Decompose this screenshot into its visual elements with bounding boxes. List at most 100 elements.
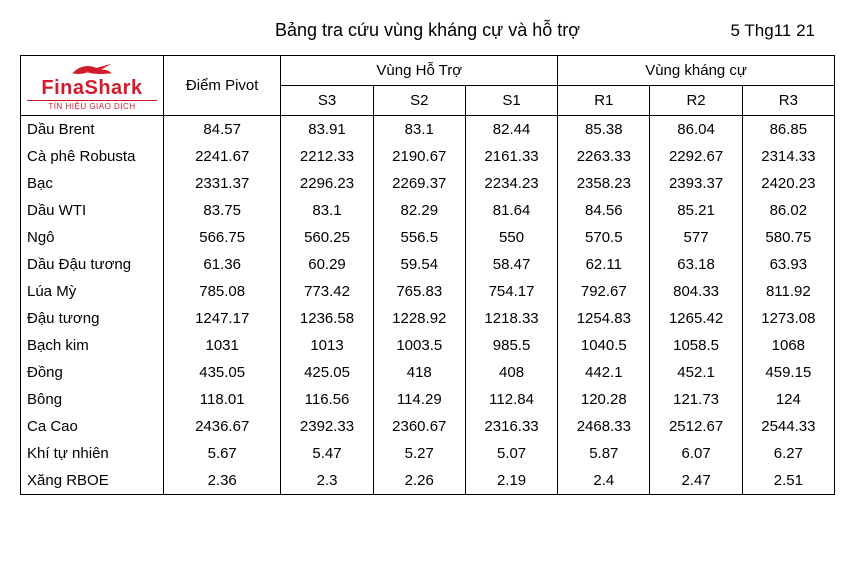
cell-name: Đồng <box>21 359 164 386</box>
cell-s2: 1003.5 <box>373 332 465 359</box>
table-row: Bông118.01116.56114.29112.84120.28121.73… <box>21 386 835 413</box>
cell-name: Bạc <box>21 170 164 197</box>
cell-s3: 560.25 <box>281 224 373 251</box>
cell-s1: 2234.23 <box>465 170 557 197</box>
cell-pivot: 435.05 <box>164 359 281 386</box>
cell-s3: 83.1 <box>281 197 373 224</box>
cell-pivot: 1031 <box>164 332 281 359</box>
cell-r1: 2468.33 <box>558 413 650 440</box>
cell-r1: 85.38 <box>558 116 650 144</box>
cell-s3: 83.91 <box>281 116 373 144</box>
cell-pivot: 61.36 <box>164 251 281 278</box>
cell-pivot: 118.01 <box>164 386 281 413</box>
cell-s2: 2269.37 <box>373 170 465 197</box>
cell-pivot: 2331.37 <box>164 170 281 197</box>
shark-icon <box>70 60 114 76</box>
cell-r2: 1265.42 <box>650 305 742 332</box>
cell-s1: 754.17 <box>465 278 557 305</box>
table-row: Bạch kim103110131003.5985.51040.51058.51… <box>21 332 835 359</box>
table-row: Đồng435.05425.05418408442.1452.1459.15 <box>21 359 835 386</box>
cell-s3: 2392.33 <box>281 413 373 440</box>
cell-pivot: 566.75 <box>164 224 281 251</box>
cell-s3: 2212.33 <box>281 143 373 170</box>
table-row: Bạc2331.372296.232269.372234.232358.2323… <box>21 170 835 197</box>
cell-r2: 1058.5 <box>650 332 742 359</box>
cell-r1: 570.5 <box>558 224 650 251</box>
cell-r3: 2.51 <box>742 467 834 495</box>
col-r3: R3 <box>742 86 834 116</box>
table-row: Xăng RBOE2.362.32.262.192.42.472.51 <box>21 467 835 495</box>
cell-pivot: 2436.67 <box>164 413 281 440</box>
cell-pivot: 84.57 <box>164 116 281 144</box>
page-date: 5 Thg11 21 <box>621 21 815 41</box>
cell-name: Ca Cao <box>21 413 164 440</box>
cell-s2: 114.29 <box>373 386 465 413</box>
cell-r3: 6.27 <box>742 440 834 467</box>
cell-s1: 5.07 <box>465 440 557 467</box>
page-title: Bảng tra cứu vùng kháng cự và hỗ trợ <box>234 20 622 41</box>
cell-r3: 86.85 <box>742 116 834 144</box>
cell-r1: 62.11 <box>558 251 650 278</box>
table-row: Dầu Đậu tương61.3660.2959.5458.4762.1163… <box>21 251 835 278</box>
logo-brand: FinaShark <box>41 78 142 98</box>
cell-r2: 2292.67 <box>650 143 742 170</box>
cell-s3: 116.56 <box>281 386 373 413</box>
table-row: Ca Cao2436.672392.332360.672316.332468.3… <box>21 413 835 440</box>
cell-r3: 63.93 <box>742 251 834 278</box>
table-row: Đậu tương1247.171236.581228.921218.33125… <box>21 305 835 332</box>
cell-name: Dầu Đậu tương <box>21 251 164 278</box>
cell-r1: 120.28 <box>558 386 650 413</box>
cell-name: Dầu Brent <box>21 116 164 144</box>
cell-r1: 2358.23 <box>558 170 650 197</box>
col-r2: R2 <box>650 86 742 116</box>
cell-s1: 82.44 <box>465 116 557 144</box>
cell-r1: 1040.5 <box>558 332 650 359</box>
table-row: Dầu WTI83.7583.182.2981.6484.5685.2186.0… <box>21 197 835 224</box>
cell-s2: 765.83 <box>373 278 465 305</box>
cell-name: Dầu WTI <box>21 197 164 224</box>
cell-s3: 2296.23 <box>281 170 373 197</box>
cell-s2: 59.54 <box>373 251 465 278</box>
cell-pivot: 5.67 <box>164 440 281 467</box>
cell-r2: 452.1 <box>650 359 742 386</box>
cell-s2: 83.1 <box>373 116 465 144</box>
table-row: Lúa Mỳ785.08773.42765.83754.17792.67804.… <box>21 278 835 305</box>
col-r1: R1 <box>558 86 650 116</box>
cell-s2: 2.26 <box>373 467 465 495</box>
cell-r1: 2263.33 <box>558 143 650 170</box>
cell-s2: 556.5 <box>373 224 465 251</box>
cell-r3: 811.92 <box>742 278 834 305</box>
cell-r2: 6.07 <box>650 440 742 467</box>
col-pivot: Điểm Pivot <box>164 56 281 116</box>
cell-s3: 5.47 <box>281 440 373 467</box>
cell-s3: 773.42 <box>281 278 373 305</box>
cell-s2: 2190.67 <box>373 143 465 170</box>
cell-name: Xăng RBOE <box>21 467 164 495</box>
cell-s1: 81.64 <box>465 197 557 224</box>
page-header: Bảng tra cứu vùng kháng cự và hỗ trợ 5 T… <box>40 20 815 41</box>
cell-name: Bạch kim <box>21 332 164 359</box>
cell-r2: 85.21 <box>650 197 742 224</box>
cell-name: Ngô <box>21 224 164 251</box>
cell-pivot: 83.75 <box>164 197 281 224</box>
cell-r3: 2544.33 <box>742 413 834 440</box>
cell-s3: 425.05 <box>281 359 373 386</box>
cell-s1: 1218.33 <box>465 305 557 332</box>
cell-r3: 124 <box>742 386 834 413</box>
cell-pivot: 2241.67 <box>164 143 281 170</box>
logo-tagline: TÍN HIỆU GIAO DỊCH <box>27 100 157 111</box>
cell-s1: 408 <box>465 359 557 386</box>
cell-s1: 550 <box>465 224 557 251</box>
cell-s3: 1013 <box>281 332 373 359</box>
cell-s2: 418 <box>373 359 465 386</box>
col-s1: S1 <box>465 86 557 116</box>
col-support-group: Vùng Hỗ Trợ <box>281 56 558 86</box>
cell-s3: 60.29 <box>281 251 373 278</box>
cell-r1: 1254.83 <box>558 305 650 332</box>
table-row: Dầu Brent84.5783.9183.182.4485.3886.0486… <box>21 116 835 144</box>
logo: FinaShark TÍN HIỆU GIAO DỊCH <box>27 60 157 111</box>
cell-r2: 2393.37 <box>650 170 742 197</box>
cell-r2: 2.47 <box>650 467 742 495</box>
cell-pivot: 785.08 <box>164 278 281 305</box>
cell-s1: 2161.33 <box>465 143 557 170</box>
